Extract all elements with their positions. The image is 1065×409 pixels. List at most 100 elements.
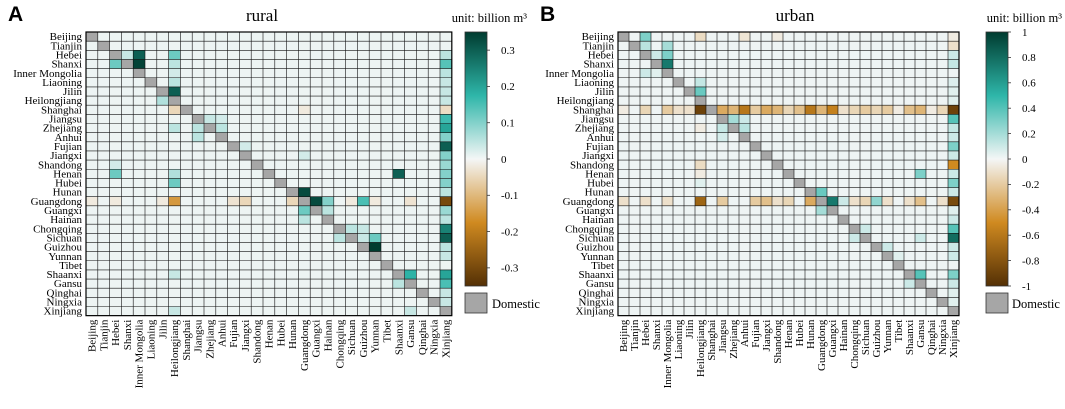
heatmap-cell-a-anhui-gansu xyxy=(404,132,417,142)
heatmap-cell-a-guangxi-gansu xyxy=(404,205,417,215)
heatmap-cell-b-hebei-jilin xyxy=(684,50,695,60)
heatmap-cell-a-jiangsu-jiangxi xyxy=(239,114,252,124)
heatmap-cell-b-jilin-jiangsu xyxy=(717,86,728,97)
heatmap-cell-a-sichuan-heilongjiang xyxy=(168,233,181,243)
heatmap-cell-a-chongqing-fujian xyxy=(227,224,240,234)
heatmap-cell-a-heilongjiang-hainan xyxy=(322,96,334,106)
heatmap-cell-a-anhui-guangxi xyxy=(310,132,322,142)
heatmap-cell-a-chongqing-guangdong xyxy=(298,224,311,234)
heatmap-cell-b-xinjiang-shaanxi xyxy=(904,306,915,316)
heatmap-cell-b-shanghai-hebei xyxy=(640,105,651,115)
heatmap-cell-b-liaoning-xinjiang xyxy=(948,77,959,87)
heatmap-cell-a-beijing-tianjin xyxy=(97,32,110,42)
heatmap-cell-a-hubei-heilongjiang xyxy=(168,178,181,188)
heatmap-cell-b-gansu-guangdong xyxy=(816,279,827,289)
heatmap-cell-a-shandong-shanghai xyxy=(180,160,193,170)
heatmap-cell-a-tibet-chongqing xyxy=(333,260,346,270)
heatmap-cell-a-heilongjiang-shanghai xyxy=(180,96,193,106)
heatmap-cell-a-shanghai-heilongjiang xyxy=(168,105,181,115)
heatmap-cell-b-shanghai-heilongjiang xyxy=(695,105,706,115)
heatmap-cell-a-hunan-ningxia xyxy=(428,187,440,197)
heatmap-cell-b-sichuan-shanghai xyxy=(706,233,717,243)
heatmap-cell-a-liaoning-sichuan xyxy=(345,77,358,87)
heatmap-cell-a-guizhou-hubei xyxy=(274,242,287,252)
heatmap-cell-b-hebei-hunan xyxy=(805,50,816,60)
heatmap-cell-a-hunan-jiangxi xyxy=(239,187,252,197)
heatmap-cell-a-inner-mongolia-gansu xyxy=(404,68,417,78)
heatmap-cell-b-jilin-tianjin xyxy=(629,86,640,97)
heatmap-cell-a-henan-sichuan xyxy=(345,169,358,179)
heatmap-cell-b-tianjin-zhejiang xyxy=(728,41,739,51)
heatmap-cell-a-hubei-qinghai xyxy=(416,178,429,188)
heatmap-cell-b-gansu-inner-mongolia xyxy=(662,279,673,289)
heatmap-cell-a-hebei-guangdong xyxy=(298,50,311,60)
heatmap-cell-b-hunan-hubei xyxy=(794,187,805,197)
heatmap-cell-a-jilin-shanghai xyxy=(180,86,193,97)
heatmap-cell-b-heilongjiang-guangdong xyxy=(816,96,827,106)
heatmap-cell-b-hubei-jiangxi xyxy=(761,178,772,188)
heatmap-cell-a-shanghai-ningxia xyxy=(428,105,440,115)
heatmap-cell-b-guangdong-inner-mongolia xyxy=(662,196,673,206)
heatmap-cell-b-hebei-liaoning xyxy=(673,50,684,60)
heatmap-cell-a-gansu-shandong xyxy=(251,279,263,289)
heatmap-cell-a-anhui-hainan xyxy=(322,132,334,142)
domestic-cell-a-qinghai-qinghai xyxy=(416,288,429,298)
heatmap-cell-a-ningxia-shanghai xyxy=(180,297,193,307)
heatmap-cell-b-shandong-shanxi xyxy=(651,160,662,170)
heatmap-cell-b-guizhou-liaoning xyxy=(673,242,684,252)
heatmap-cell-b-guangdong-ningxia xyxy=(937,196,948,206)
heatmap-cell-a-shanxi-ningxia xyxy=(428,59,440,69)
heatmap-cell-a-gansu-jiangxi xyxy=(239,279,252,289)
row-label-a-inner-mongolia: Inner Mongolia xyxy=(13,68,82,80)
heatmap-cell-a-heilongjiang-hebei xyxy=(109,96,122,106)
heatmap-cell-a-gansu-shanghai xyxy=(180,279,193,289)
heatmap-cell-b-beijing-chongqing xyxy=(849,32,860,42)
heatmap-cell-a-anhui-fujian xyxy=(227,132,240,142)
heatmap-cell-a-tianjin-hubei xyxy=(274,41,287,51)
heatmap-cell-a-hubei-anhui xyxy=(215,178,228,188)
heatmap-cell-b-fujian-anhui xyxy=(739,141,750,151)
heatmap-cell-b-shandong-qinghai xyxy=(926,160,937,170)
heatmap-cell-a-jiangsu-henan xyxy=(263,114,275,124)
heatmap-cell-b-hainan-jiangxi xyxy=(761,215,772,225)
heatmap-cell-b-tianjin-hubei xyxy=(794,41,805,51)
heatmap-cell-a-hunan-henan xyxy=(263,187,275,197)
heatmap-cell-a-henan-zhejiang xyxy=(204,169,216,179)
heatmap-cell-b-jilin-xinjiang xyxy=(948,86,959,97)
heatmap-cell-b-ningxia-hainan xyxy=(838,297,849,307)
row-label-b-tianjin: Tianjin xyxy=(583,40,615,52)
heatmap-cell-b-hunan-guizhou xyxy=(871,187,882,197)
heatmap-cell-b-shaanxi-anhui xyxy=(739,269,750,280)
heatmap-cell-b-anhui-jiangxi xyxy=(761,132,772,142)
heatmap-cell-a-shanxi-shanghai xyxy=(180,59,193,69)
heatmap-cell-b-hainan-tibet xyxy=(893,215,904,225)
heatmap-cell-b-guangxi-qinghai xyxy=(926,205,937,215)
heatmap-cell-a-shanxi-jiangsu xyxy=(192,59,204,69)
heatmap-cell-b-gansu-shanxi xyxy=(651,279,662,289)
heatmap-cell-b-hunan-gansu xyxy=(915,187,926,197)
heatmap-cell-b-sichuan-xinjiang xyxy=(948,233,959,243)
heatmap-cell-b-ningxia-guizhou xyxy=(871,297,882,307)
heatmap-cell-b-beijing-shanghai xyxy=(706,32,717,42)
heatmap-cell-b-guangxi-zhejiang xyxy=(728,205,739,215)
heatmap-cell-b-shaanxi-hebei xyxy=(640,269,651,280)
heatmap-cell-a-heilongjiang-guangxi xyxy=(310,96,322,106)
heatmap-cell-b-shanghai-jilin xyxy=(684,105,695,115)
heatmap-cell-a-shanxi-guangxi xyxy=(310,59,322,69)
domestic-swatch-a xyxy=(464,292,488,314)
heatmap-cell-b-jilin-tibet xyxy=(893,86,904,97)
heatmap-cell-a-qinghai-hebei xyxy=(109,288,122,298)
heatmap-cell-b-gansu-jiangsu xyxy=(717,279,728,289)
heatmap-cell-a-ningxia-beijing xyxy=(86,297,98,307)
heatmap-cell-a-beijing-yunnan xyxy=(369,32,381,42)
domestic-cell-b-liaoning-liaoning xyxy=(673,77,684,87)
heatmap-cell-a-beijing-guangxi xyxy=(310,32,322,42)
heatmap-cell-a-qinghai-hunan xyxy=(286,288,299,298)
heatmap-cell-a-guangxi-hubei xyxy=(274,205,287,215)
heatmap-cell-b-jiangxi-shandong xyxy=(772,150,783,161)
heatmap-cell-a-yunnan-fujian xyxy=(227,251,240,261)
heatmap-cell-b-fujian-shanxi xyxy=(651,141,662,151)
heatmap-cell-a-hainan-ningxia xyxy=(428,215,440,225)
heatmap-cell-b-gansu-liaoning xyxy=(673,279,684,289)
heatmap-cell-b-ningxia-hebei xyxy=(640,297,651,307)
